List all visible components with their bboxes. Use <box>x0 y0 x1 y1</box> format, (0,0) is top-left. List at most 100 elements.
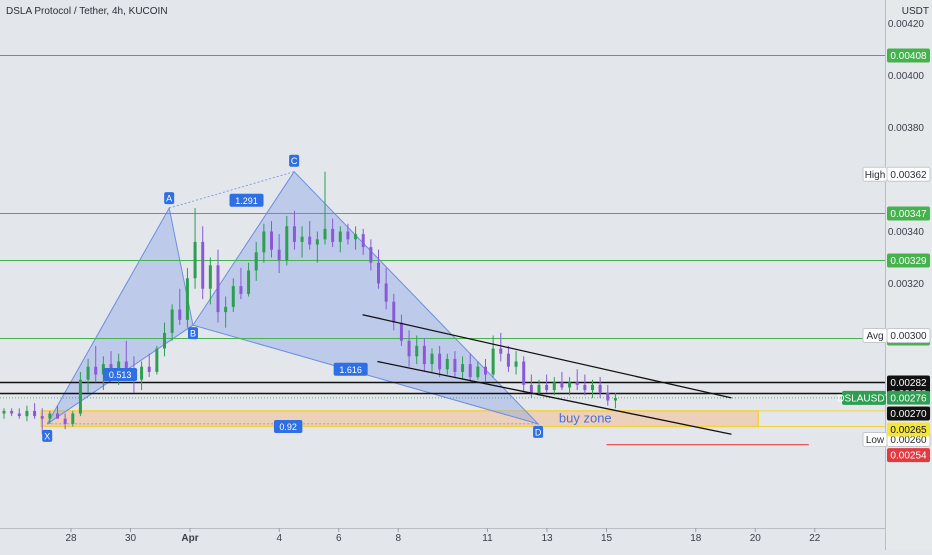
price-scale-panel[interactable] <box>885 0 932 550</box>
candle-body <box>94 366 98 375</box>
candle-body <box>468 364 472 378</box>
candle <box>575 369 579 391</box>
candle-body <box>354 234 358 240</box>
price-tag-low[interactable]: Low <box>862 432 888 447</box>
candle <box>262 223 266 263</box>
level-price-badge[interactable]: 0.00329 <box>887 253 930 268</box>
candle-body <box>262 231 266 253</box>
candle-body <box>300 236 304 242</box>
right-price-badge-red[interactable]: 0.00254 <box>887 448 930 463</box>
harmonic-ratio-label[interactable]: 0.92 <box>273 420 303 433</box>
candle-body <box>514 361 518 367</box>
price-tag-value[interactable]: 0.00362 <box>886 166 931 182</box>
candle <box>201 226 205 300</box>
candle <box>407 330 411 367</box>
time-tick-label: 20 <box>750 533 762 544</box>
time-tick-label: 6 <box>336 533 342 544</box>
candle-body <box>483 366 487 375</box>
price-tag-avg[interactable]: Avg <box>862 328 888 343</box>
horizontal-levels[interactable] <box>0 55 885 446</box>
ratio-badge-bg <box>229 193 264 207</box>
current-symbol-badge[interactable]: DSLAUSDT <box>837 390 891 405</box>
right-price-badge-yellow[interactable]: 0.00265 <box>887 422 930 437</box>
candle-body <box>598 384 602 393</box>
time-tick-label: 22 <box>809 533 821 544</box>
channel-trendline[interactable] <box>362 314 732 399</box>
point-badge-bg <box>164 192 175 205</box>
time-tick-label: 28 <box>65 533 77 544</box>
price-tag-value[interactable]: 0.00300 <box>886 328 931 343</box>
level-price-badge[interactable]: 0.00282 <box>887 375 930 390</box>
candle-body <box>491 348 495 375</box>
candle-body <box>216 265 220 313</box>
candle-body <box>430 353 434 365</box>
harmonic-point-b[interactable]: B <box>187 327 198 340</box>
candle-body <box>48 413 52 419</box>
candle-body <box>162 332 166 349</box>
candle <box>384 267 388 310</box>
level-price-badge-text: 0.00408 <box>890 51 927 62</box>
harmonic-ratio-label[interactable]: 1.291 <box>229 193 264 207</box>
candle <box>185 267 189 328</box>
candle <box>277 234 281 274</box>
price-tick-label: 0.00400 <box>888 71 925 82</box>
harmonic-point-d[interactable]: D <box>533 425 544 438</box>
right-price-badge-black-text: 0.00270 <box>890 409 927 420</box>
candle <box>124 340 128 372</box>
candle-body <box>124 361 128 370</box>
right-price-badge-black[interactable]: 0.00270 <box>887 406 930 421</box>
candle-body <box>277 249 281 261</box>
price-scale[interactable]: 0.00420 0.00400 0.00380 0.00340 0.00320 0.004… <box>837 19 931 463</box>
candle <box>25 405 29 422</box>
candle-body <box>453 358 457 372</box>
candle-body <box>392 301 396 323</box>
candle <box>483 358 487 383</box>
candle-body <box>224 306 228 313</box>
price-tag-value-bg <box>886 166 931 182</box>
candle <box>10 408 14 417</box>
harmonic-leg-ac <box>169 171 295 209</box>
right-price-badge-yellow-text: 0.00265 <box>890 425 927 436</box>
point-badge-bg <box>289 154 300 167</box>
channel-trendline[interactable] <box>377 360 732 435</box>
current-price-badge-bg <box>887 390 930 405</box>
level-price-badge[interactable]: 0.00347 <box>887 206 930 221</box>
point-badge-text: A <box>166 194 172 204</box>
candle-body <box>499 348 503 354</box>
price-tag-value-text: 0.00260 <box>890 435 927 446</box>
price-tag-high-text: High <box>865 170 886 181</box>
level-price-badge-text: 0.00282 <box>890 378 927 389</box>
current-price-badge[interactable]: 0.00276 <box>887 390 930 405</box>
candle-body <box>2 410 6 414</box>
harmonic-point-x[interactable]: X <box>42 429 53 442</box>
candle <box>224 296 228 328</box>
candle-body <box>568 382 572 388</box>
candle-body <box>147 366 151 372</box>
candle <box>170 304 174 341</box>
level-price-badge[interactable]: 0.00408 <box>887 48 930 63</box>
buy-zone-label: buy zone <box>559 411 612 426</box>
candles <box>2 171 617 435</box>
candle-body <box>308 236 312 245</box>
candle <box>216 249 220 323</box>
price-tag-high[interactable]: High <box>862 166 888 182</box>
candle-body <box>476 366 480 378</box>
candle-body <box>78 379 82 414</box>
harmonic-point-c[interactable]: C <box>289 154 300 167</box>
candle-body <box>40 416 44 419</box>
candle <box>338 226 342 253</box>
right-price-badge-red-text: 0.00254 <box>890 451 927 462</box>
current-symbol-badge-bg <box>842 390 886 405</box>
candle <box>162 322 166 357</box>
candle <box>155 345 159 375</box>
candle-body <box>33 410 37 417</box>
harmonic-ratio-label[interactable]: 0.513 <box>103 368 138 381</box>
harmonic-ratio-label[interactable]: 1.616 <box>333 362 368 376</box>
candle <box>468 353 472 383</box>
overlay-annotations[interactable]: X A B C D 0.513 1.291 1.616 0.92 buy zone <box>42 154 732 442</box>
harmonic-point-a[interactable]: A <box>164 192 175 205</box>
candle <box>63 413 67 430</box>
time-axis[interactable]: 28 30 Apr 4 6 8 11 13 15 18 20 22 <box>65 528 821 544</box>
